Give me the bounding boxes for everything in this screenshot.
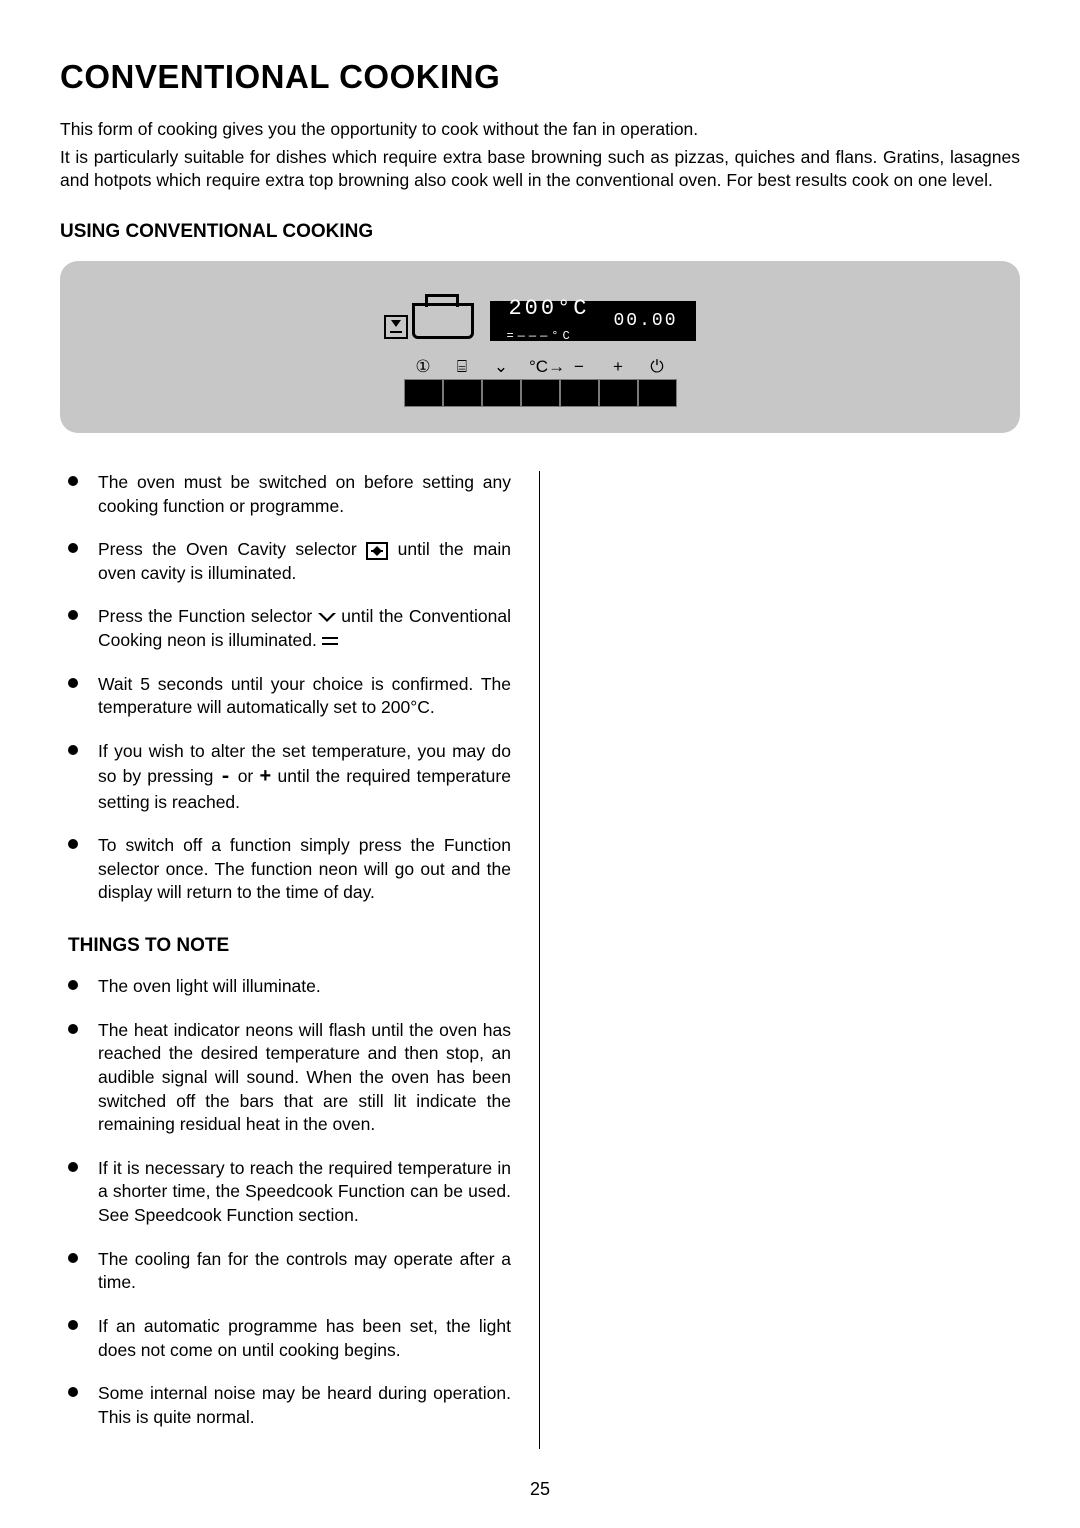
text: If it is necessary to reach the required… [98,1158,511,1225]
button-strip [404,379,677,407]
plus-symbol: + [259,766,271,789]
intro-p1: This form of cooking gives you the oppor… [60,118,1020,142]
list-item: Press the Function selector until the Co… [68,605,511,652]
page-title: CONVENTIONAL COOKING [60,58,1020,96]
list-item: To switch off a function simply press th… [68,834,511,905]
right-column [540,471,1020,1450]
minus-icon: − [568,357,590,377]
lcd-display: 200°C =———°C 00.00 [490,301,695,341]
list-item: The cooling fan for the controls may ope… [68,1248,511,1295]
function-chevron-icon: ⌄ [490,357,512,377]
list-item: If it is necessary to reach the required… [68,1157,511,1228]
text: The oven light will illuminate. [98,976,321,996]
instruction-list: The oven must be switched on before sett… [60,471,511,905]
lcd-heat-bars: =———°C [506,332,589,342]
text: The cooling fan for the controls may ope… [98,1249,511,1293]
list-item: Press the Oven Cavity selector until the… [68,538,511,585]
cavity-icon: ⌸ [451,357,473,377]
text: or [238,766,260,786]
list-item: Wait 5 seconds until your choice is conf… [68,673,511,720]
function-chevron-icon [318,613,336,623]
cavity-selector-icon [384,315,408,339]
text: Wait 5 seconds until your choice is conf… [98,674,511,718]
text: The heat indicator neons will flash unti… [98,1020,511,1135]
list-item: The oven light will illuminate. [68,975,511,999]
lcd-clock: 00.00 [614,311,678,331]
control-panel-illustration: 200°C =———°C 00.00 ① ⌸ ⌄ °C→ − + ⏻ [60,261,1020,433]
text: Some internal noise may be heard during … [98,1383,511,1427]
text: Press the Function selector [98,606,318,626]
info-icon: ① [412,357,434,377]
list-item: Some internal noise may be heard during … [68,1382,511,1429]
text: If an automatic programme has been set, … [98,1316,511,1360]
list-item: The heat indicator neons will flash unti… [68,1019,511,1137]
minus-symbol: - [220,766,232,789]
speedcook-icon: °C→ [529,357,551,377]
power-icon: ⏻ [646,357,668,377]
notes-heading: THINGS TO NOTE [68,935,511,957]
cavity-selector-icon [366,542,388,560]
left-column: The oven must be switched on before sett… [60,471,540,1450]
list-item: The oven must be switched on before sett… [68,471,511,518]
intro-block: This form of cooking gives you the oppor… [60,118,1020,193]
text: Press the Oven Cavity selector [98,539,366,559]
plus-icon: + [607,357,629,377]
notes-list: The oven light will illuminate. The heat… [60,975,511,1429]
button-row: ① ⌸ ⌄ °C→ − + ⏻ [404,357,677,407]
list-item: If an automatic programme has been set, … [68,1315,511,1362]
page-number: 25 [530,1479,550,1500]
intro-p2: It is particularly suitable for dishes w… [60,146,1020,193]
oven-outline-icon [412,303,474,339]
lcd-temperature: 200°C [508,300,589,318]
text: The oven must be switched on before sett… [98,472,511,516]
using-heading: USING CONVENTIONAL COOKING [60,221,1020,243]
button-icon-labels: ① ⌸ ⌄ °C→ − + ⏻ [412,357,668,377]
display-row: 200°C =———°C 00.00 [384,301,695,341]
list-item: If you wish to alter the set temperature… [68,740,511,814]
text: To switch off a function simply press th… [98,835,511,902]
conventional-neon-icon [322,636,338,646]
